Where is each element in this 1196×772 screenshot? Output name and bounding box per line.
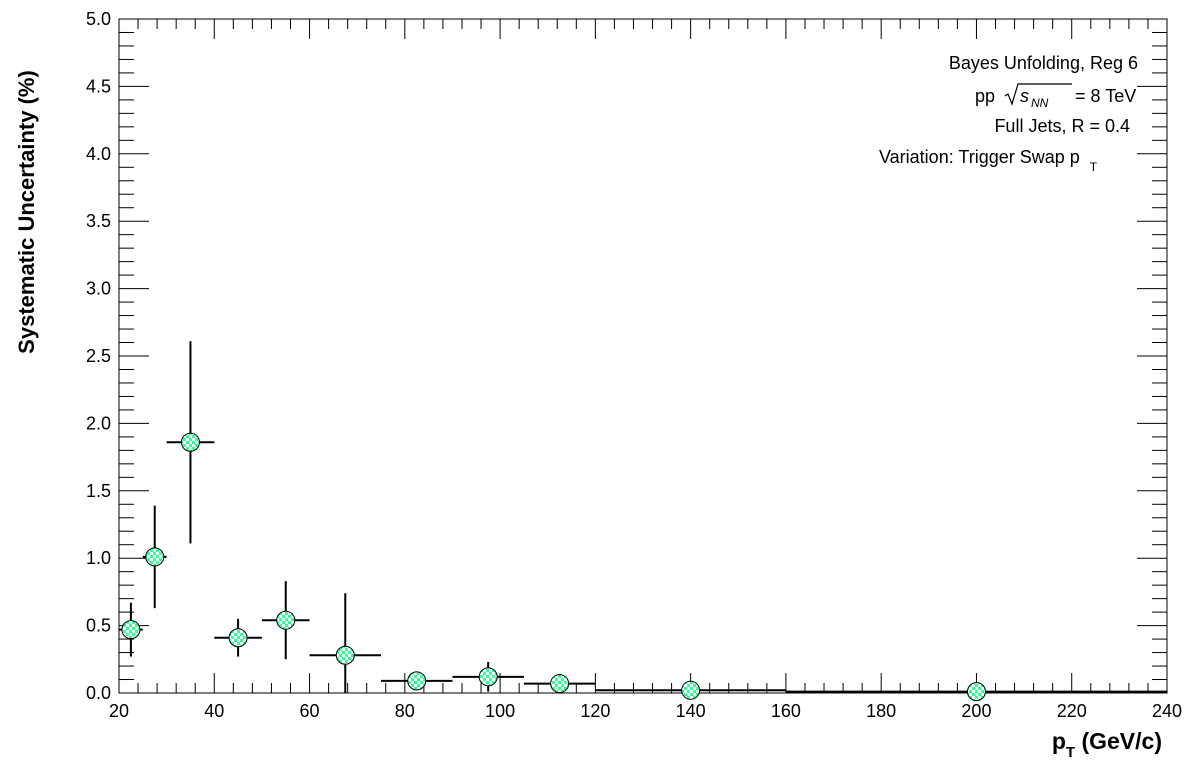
sqrt-sign <box>1004 83 1072 106</box>
x-tick-label: 120 <box>580 701 610 721</box>
data-point-marker <box>276 610 296 630</box>
data-point-group <box>309 593 381 693</box>
x-tick-label: 220 <box>1057 701 1087 721</box>
data-point-marker <box>121 620 141 640</box>
data-point-marker <box>407 671 427 691</box>
annotation-energy-sub: NN <box>1031 96 1049 110</box>
data-point-group <box>119 602 143 657</box>
data-point-marker <box>966 682 986 702</box>
x-axis-title: pT (GeV/c) <box>1052 728 1162 761</box>
x-tick-label: 200 <box>961 701 991 721</box>
y-tick-labels: 0.0 0.5 1.0 1.5 2.0 2.5 3.0 3.5 4.0 4.5 5.0 <box>86 9 111 703</box>
data-point-group <box>381 671 453 691</box>
y-tick-label: 2.0 <box>86 413 111 433</box>
data-point-marker <box>681 680 701 700</box>
data-point-group <box>785 682 1167 702</box>
y-tick-label: 4.5 <box>86 76 111 96</box>
x-tick-label: 140 <box>676 701 706 721</box>
y-tick-label: 4.0 <box>86 144 111 164</box>
x-tick-label: 80 <box>395 701 415 721</box>
y-axis-title: Systematic Uncertainty (%) <box>14 70 39 354</box>
y-tick-label: 0.5 <box>86 616 111 636</box>
axis-ticks <box>118 18 1168 694</box>
annotation-energy-s: s <box>1020 86 1029 106</box>
data-points <box>119 341 1167 702</box>
data-point-group <box>261 581 310 660</box>
data-point-group <box>142 505 167 609</box>
data-point-group <box>523 674 596 694</box>
data-point-group <box>595 680 786 700</box>
annotation-jets: Full Jets, R = 0.4 <box>994 116 1130 136</box>
x-tick-label: 240 <box>1152 701 1182 721</box>
x-axis-title-p: p <box>1052 728 1066 754</box>
y-tick-label: 5.0 <box>86 9 111 29</box>
y-tick-label: 1.5 <box>86 481 111 501</box>
y-tick-label: 2.5 <box>86 346 111 366</box>
annotation-variation-main: Variation: Trigger Swap p <box>879 147 1080 167</box>
x-axis-title-units: (GeV/c) <box>1075 728 1162 754</box>
annotation-energy-suffix: = 8 TeV <box>1075 86 1136 106</box>
x-tick-label: 20 <box>109 701 129 721</box>
data-point-group <box>452 661 524 692</box>
x-tick-label: 40 <box>204 701 224 721</box>
annotation-variation-sub: T <box>1090 160 1098 174</box>
y-tick-label: 0.0 <box>86 683 111 703</box>
annotation-unfolding: Bayes Unfolding, Reg 6 <box>949 53 1138 73</box>
x-tick-label: 100 <box>485 701 515 721</box>
data-point-marker <box>478 667 498 687</box>
y-tick-label: 1.0 <box>86 548 111 568</box>
data-point-marker <box>550 674 570 694</box>
annotation-variation: Variation: Trigger Swap p T <box>879 147 1098 174</box>
x-tick-label: 160 <box>771 701 801 721</box>
x-axis-title-sub: T <box>1066 744 1075 761</box>
x-tick-labels: 20 40 60 80 100 120 140 160 180 200 220 240 <box>109 701 1182 721</box>
annotation-energy: pp s NN = 8 TeV <box>975 83 1136 110</box>
data-point-marker <box>335 645 355 665</box>
x-tick-label: 180 <box>866 701 896 721</box>
annotation-energy-prefix: pp <box>975 86 995 106</box>
data-point-marker <box>145 547 165 567</box>
y-tick-label: 3.0 <box>86 279 111 299</box>
y-tick-label: 3.5 <box>86 211 111 231</box>
data-point-marker <box>180 432 200 452</box>
x-tick-label: 60 <box>300 701 320 721</box>
data-point-group <box>166 341 215 544</box>
data-point-marker <box>228 628 248 648</box>
data-point-group <box>214 618 262 657</box>
